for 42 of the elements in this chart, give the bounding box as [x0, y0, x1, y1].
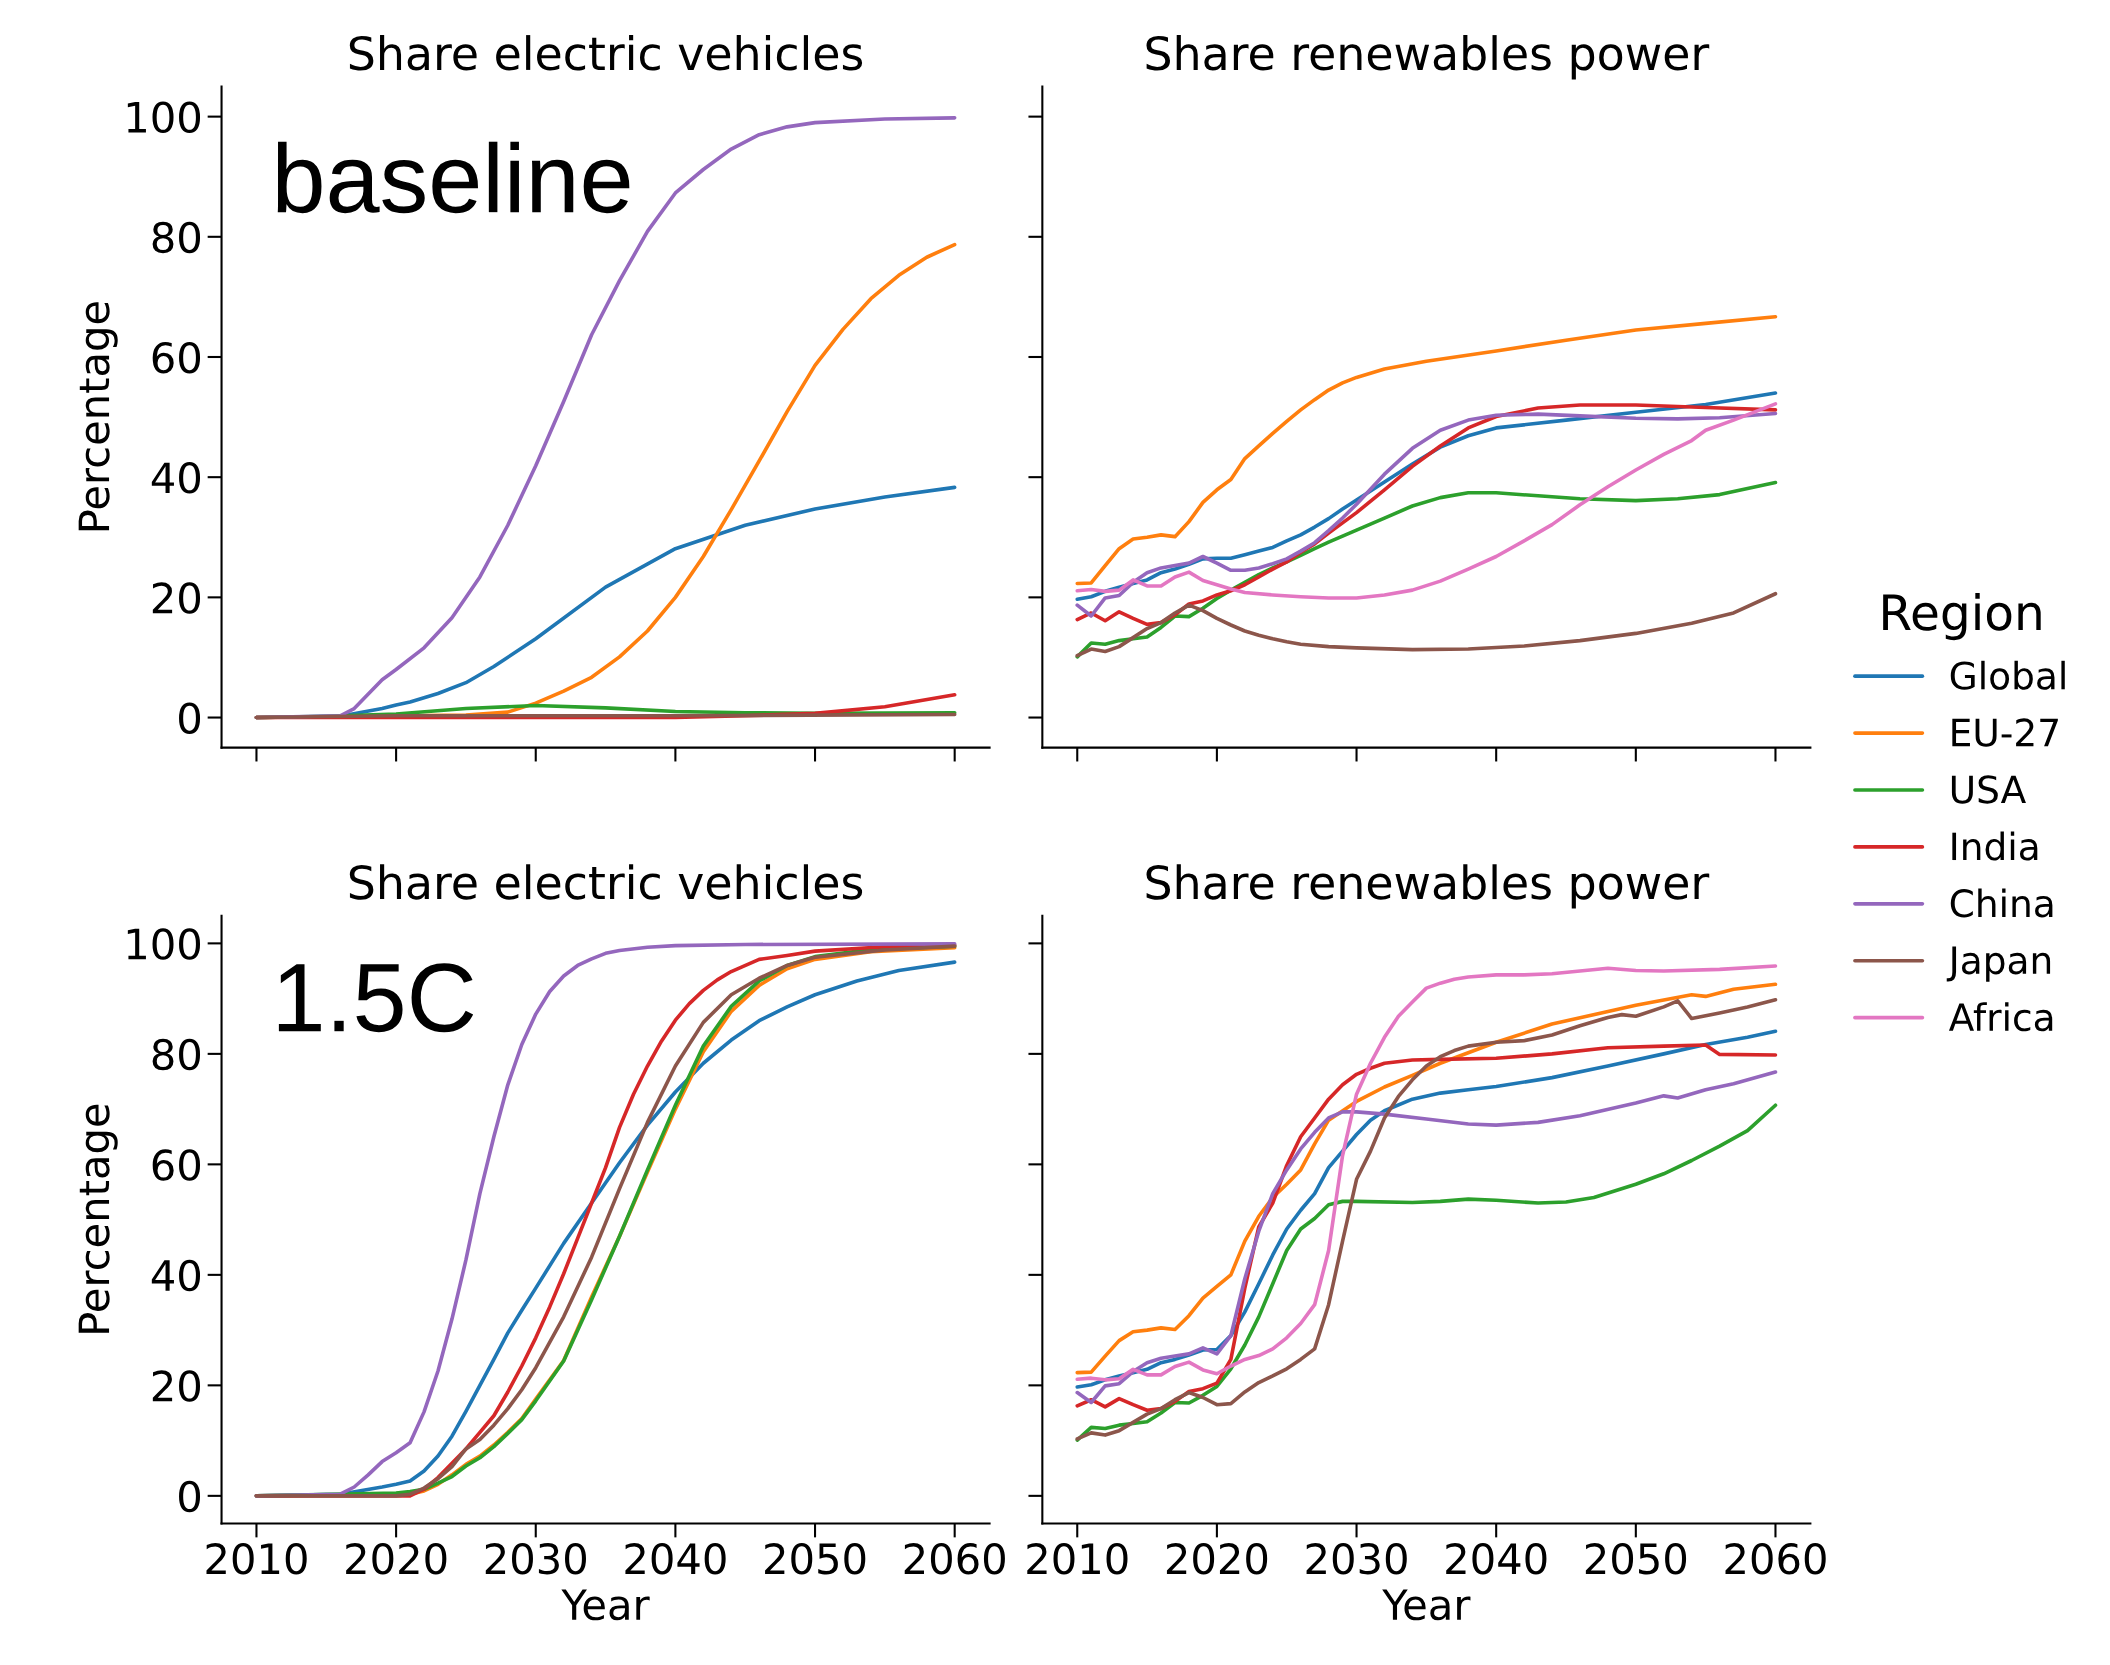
x-axis-title: Year [1382, 1589, 1471, 1621]
annotation: 1.5C [278, 963, 474, 1033]
y-tick-label: 40 [151, 1259, 201, 1292]
chart-title: Share renewables power [1146, 35, 1710, 80]
x-tick-label: 2060 [1725, 1542, 1826, 1575]
x-tick-label: 2010 [206, 1542, 307, 1575]
y-axis-title: Percentage [78, 302, 118, 531]
y-tick-label: 60 [152, 341, 201, 374]
chart-title: Share renewables power [1146, 864, 1710, 909]
legend-label: Africa [1948, 1002, 2053, 1032]
x-tick-label: 2050 [765, 1542, 866, 1575]
y-tick-label: 100 [127, 101, 201, 134]
x-tick-label: 2020 [1166, 1542, 1268, 1575]
x-tick-label: 2050 [1585, 1542, 1687, 1575]
y-tick-label: 60 [152, 1149, 201, 1181]
chart-title: Share electric vehicles [349, 864, 863, 900]
x-tick-label: 2020 [346, 1542, 447, 1575]
x-tick-label: 2030 [1306, 1542, 1407, 1575]
legend-title: Region [1883, 593, 2041, 641]
x-tick-label: 2040 [625, 1542, 726, 1575]
y-tick-label: 20 [152, 582, 201, 614]
legend-label: USA [1951, 775, 2026, 804]
legend-label: India [1952, 831, 2038, 861]
annotation: baseline [277, 141, 630, 214]
legend-label: EU-27 [1952, 718, 2058, 747]
y-tick-label: 40 [151, 462, 201, 494]
x-tick-label: 2010 [1027, 1542, 1128, 1575]
x-tick-label: 2060 [904, 1542, 1005, 1575]
x-axis-title: Year [561, 1589, 650, 1621]
chart-title: Share electric vehicles [349, 35, 863, 71]
y-axis-title: Percentage [78, 1104, 118, 1333]
y-tick-label: 80 [152, 221, 201, 254]
x-tick-label: 2030 [485, 1542, 586, 1575]
x-tick-label: 2040 [1446, 1542, 1547, 1575]
y-tick-label: 100 [127, 928, 201, 960]
legend-label: China [1950, 888, 2053, 918]
y-tick-label: 80 [152, 1038, 201, 1071]
y-tick-label: 0 [179, 1480, 201, 1513]
y-tick-label: 0 [179, 702, 201, 734]
legend-label: Japan [1946, 946, 2051, 982]
y-tick-label: 20 [152, 1370, 201, 1402]
legend-label: Global [1950, 660, 2065, 690]
